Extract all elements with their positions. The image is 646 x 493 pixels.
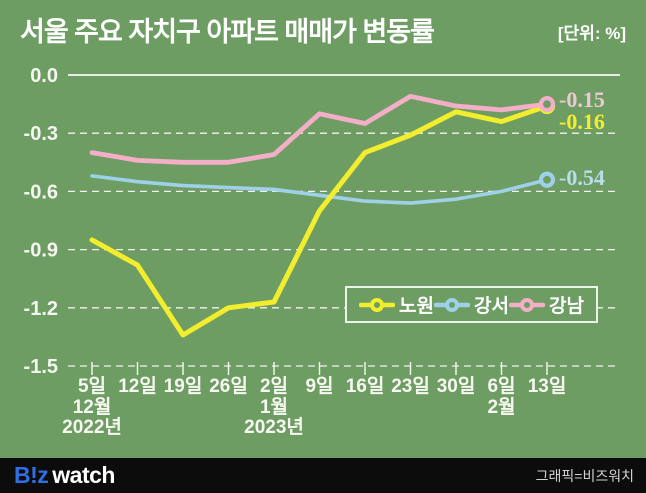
x-tick-label: 13일 — [528, 375, 567, 397]
legend-marker-ring — [520, 297, 535, 312]
month-label: 12월 — [73, 396, 112, 418]
logo-watch-text: watch — [52, 462, 115, 488]
end-value-label-강남: -0.15 — [559, 87, 605, 112]
end-marker-강남 — [538, 95, 556, 113]
legend-marker-icon — [359, 297, 395, 312]
legend-item-강서: 강서 — [434, 291, 509, 318]
gridlines — [68, 74, 620, 367]
month-label: 1월 — [260, 396, 288, 418]
y-tick-label: -0.9 — [24, 240, 58, 262]
header: 서울 주요 자치구 아파트 매매가 변동률 [단위: %] — [20, 16, 626, 48]
legend-item-label: 강남 — [549, 296, 584, 317]
legend-item-label: 강서 — [474, 296, 509, 317]
x-tick-label: 30일 — [437, 375, 476, 397]
y-tick-label: -1.2 — [24, 298, 58, 320]
x-tick-label: 23일 — [391, 375, 430, 397]
x-tick-label: 9일 — [305, 375, 333, 397]
legend-marker-icon — [434, 297, 471, 312]
bizwatch-logo: B!z watch — [14, 462, 115, 489]
x-tick-label: 26일 — [209, 375, 248, 397]
legend-marker-icon — [509, 297, 546, 312]
legend-item-노원: 노원 — [359, 291, 434, 318]
x-tick-label: 19일 — [164, 375, 203, 397]
unit-label: [단위: %] — [557, 24, 626, 44]
x-tick-label: 5일 — [78, 375, 106, 397]
footer-bar: B!z watch 그래픽=비즈워치 — [0, 458, 646, 493]
month-label: 2월 — [487, 396, 515, 418]
y-tick-label: -0.3 — [24, 123, 58, 145]
x-tick-label: 16일 — [346, 375, 385, 397]
series-line-강서 — [90, 174, 549, 205]
end-marker-강서 — [538, 171, 556, 188]
legend-item-강남: 강남 — [509, 291, 584, 318]
legend-marker-ring — [445, 297, 460, 312]
x-tick-label: 12일 — [118, 375, 157, 397]
x-tick-label: 6일 — [487, 375, 515, 397]
chart-series — [89, 93, 556, 338]
series-value-labels: -0.16 -0.54 -0.15 — [559, 87, 605, 190]
year-label: 2022년 — [62, 416, 122, 438]
end-value-label-강서: -0.54 — [559, 165, 605, 190]
legend-marker-ring — [370, 297, 384, 312]
page-title: 서울 주요 자치구 아파트 매매가 변동률 — [20, 17, 435, 47]
y-axis-labels: 0.0 -0.3 -0.6 -0.9 -1.2 -1.5 — [24, 65, 58, 378]
end-value-label-노원: -0.16 — [559, 109, 605, 134]
series-line-강남 — [89, 93, 550, 165]
series-line-노원 — [89, 103, 550, 338]
legend-item-label: 노원 — [399, 296, 434, 317]
x-axis: 5일 12일 19일 26일 2일 9일 16일 23일 30일 6일 13일12월2022년1월2… — [62, 362, 566, 438]
legend: 노원 강서 강남 — [345, 286, 598, 323]
graphic-credit: 그래픽=비즈워치 — [535, 467, 634, 484]
logo-biz-text: B!z — [14, 462, 49, 488]
y-tick-label: 0.0 — [30, 65, 58, 87]
x-tick-label: 2일 — [260, 375, 288, 397]
y-tick-label: -0.6 — [24, 181, 58, 203]
y-tick-label: -1.5 — [24, 356, 58, 378]
line-chart: 0.0 -0.3 -0.6 -0.9 -1.2 -1.5 5일 12일 19일 26일 2일 9일 1… — [24, 65, 620, 438]
year-label: 2023년 — [244, 416, 304, 438]
